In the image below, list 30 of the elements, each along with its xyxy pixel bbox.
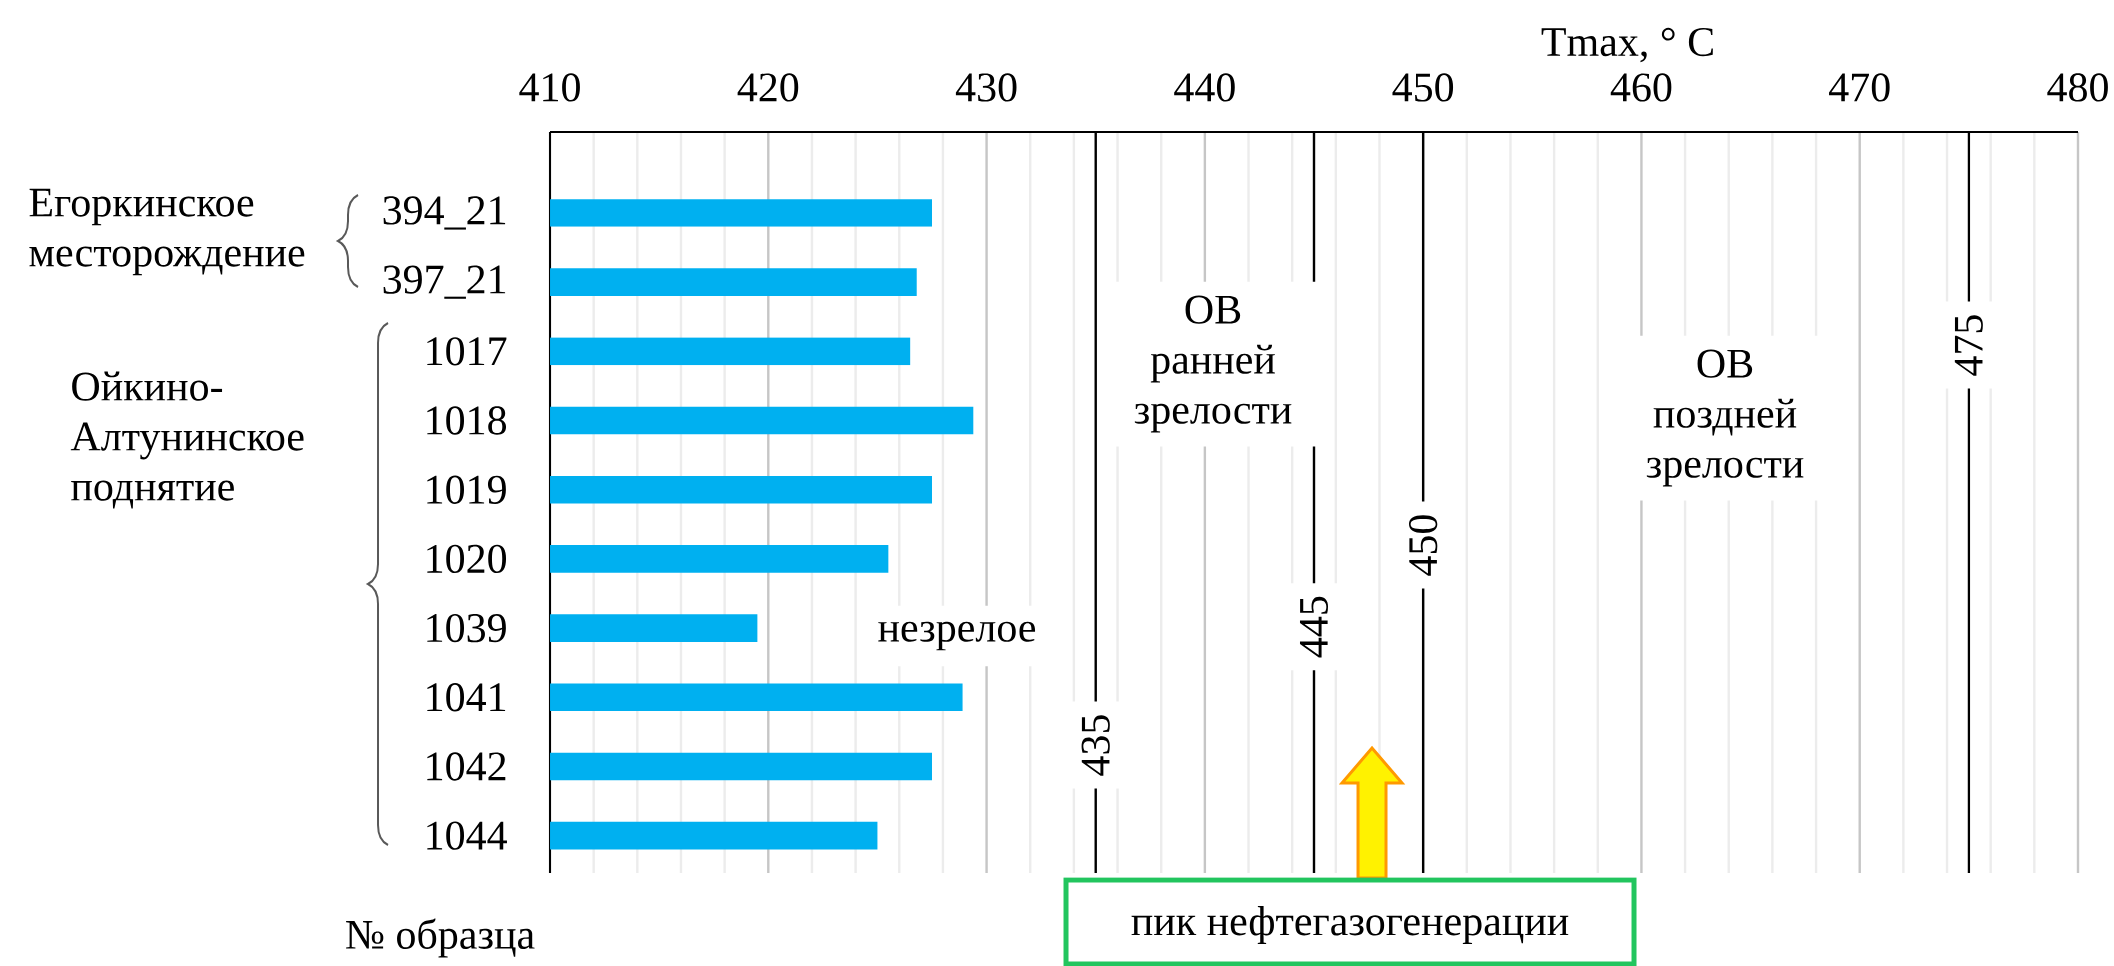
y-tick-label: 1018 (427, 406, 507, 435)
y-tick-label: 1039 (427, 613, 506, 643)
x-tick-label: 410 (519, 73, 580, 102)
annotation: незрелое (878, 621, 1036, 651)
text: пик нефтегазогенерации (1131, 905, 1569, 945)
text: Ойкино-Алтунинское поднятие (70, 371, 304, 509)
x-axis-title: Tmax, ° C (1541, 27, 1713, 63)
x-tick-label: 430 (955, 73, 1017, 102)
y-axis-title: № образца (346, 918, 535, 958)
text: Егоркинское месторождение (29, 188, 305, 276)
x-tick-label: 480 (2047, 73, 2108, 102)
x-tick-label: 450 (1392, 73, 1454, 102)
x-tick-label: 460 (1610, 73, 1672, 102)
x-tick-label: 440 (1174, 73, 1235, 102)
ref-line-label: 435 (1081, 715, 1110, 776)
x-tick-label: 470 (1829, 73, 1890, 102)
annotation: ОВ ранней зрелости (1134, 295, 1292, 433)
ref-line-label: 450 (1408, 515, 1438, 576)
y-tick-label: 1019 (427, 475, 506, 504)
y-tick-label: 1017 (427, 337, 507, 366)
y-tick-label: 1020 (427, 544, 507, 574)
y-tick-label: 397_21 (383, 265, 506, 299)
y-tick-label: 1041 (427, 683, 506, 712)
y-tick-label: 1044 (427, 821, 507, 850)
y-tick-label: 394_21 (383, 196, 506, 230)
ref-line-label: 475 (1954, 315, 1983, 376)
ref-line-label: 445 (1299, 596, 1329, 658)
x-tick-label: 420 (737, 73, 799, 102)
annotation: ОВ поздней зрелости (1646, 349, 1804, 487)
y-tick-label: 1042 (427, 752, 506, 781)
